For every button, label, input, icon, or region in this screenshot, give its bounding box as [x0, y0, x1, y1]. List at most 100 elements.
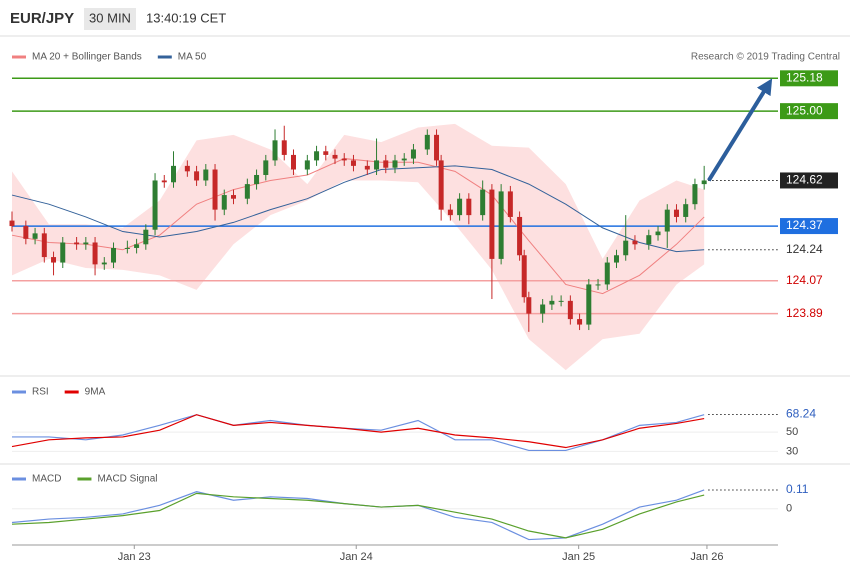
- candle-body: [549, 300, 555, 305]
- candle-body: [613, 255, 619, 263]
- interval-box: [84, 8, 136, 30]
- candle-body: [466, 198, 472, 216]
- level-label: 124.24: [786, 242, 823, 256]
- candle-body: [517, 216, 523, 256]
- candle-body: [314, 151, 320, 161]
- level-tag: [780, 103, 838, 120]
- candle-body: [577, 319, 583, 325]
- candle-body: [655, 231, 661, 236]
- legend-label: 9MA: [85, 387, 106, 398]
- candle-body: [526, 297, 532, 314]
- indicator-line: [11, 489, 705, 541]
- x-tick-label: Jan 24: [340, 551, 373, 563]
- candle-body: [646, 235, 652, 245]
- candle-body: [480, 189, 486, 216]
- candle-body: [332, 154, 338, 159]
- candle-body: [230, 195, 236, 199]
- candle-body: [683, 204, 689, 217]
- candle-body: [124, 247, 130, 249]
- symbol: EUR/JPY: [10, 10, 74, 27]
- candle-body: [101, 262, 107, 265]
- level-label: 124.07: [786, 273, 823, 287]
- candle-body: [23, 226, 29, 239]
- level-tag: [780, 70, 838, 87]
- candle-body: [32, 233, 38, 239]
- candle-body: [184, 165, 190, 172]
- candle-body: [203, 169, 209, 181]
- indicator-line: [11, 414, 705, 449]
- candle-body: [438, 160, 444, 210]
- candle-body: [383, 160, 389, 168]
- candle-body: [623, 240, 629, 256]
- legend-label: RSI: [32, 387, 49, 398]
- candle-body: [161, 180, 167, 183]
- legend-label: MA 20 + Bollinger Bands: [32, 52, 142, 63]
- candle-body: [290, 154, 296, 170]
- candle-body: [263, 160, 269, 175]
- level-label: 123.89: [786, 306, 823, 320]
- ma20-line: [11, 158, 705, 295]
- legend-label: MACD: [32, 474, 61, 485]
- candle-body: [692, 184, 698, 205]
- candle-body: [424, 134, 430, 150]
- candle-body: [364, 165, 370, 170]
- candle-body: [194, 171, 200, 181]
- candle-body: [83, 242, 89, 245]
- candle-body: [74, 242, 80, 245]
- legend-label: MACD Signal: [97, 474, 157, 485]
- candle-body: [51, 257, 57, 263]
- candle-body: [341, 158, 347, 161]
- candle-body: [92, 242, 98, 265]
- candle-body: [489, 189, 495, 259]
- candle-body: [701, 180, 707, 185]
- time: 13:40:19 CET: [146, 10, 226, 25]
- level-label: 124.37: [786, 218, 823, 232]
- candle-body: [673, 209, 679, 217]
- candle-body: [401, 158, 407, 161]
- y-tick-label: 0: [786, 503, 792, 515]
- candle-body: [567, 300, 573, 320]
- level-label: 124.62: [786, 173, 823, 187]
- candle-body: [664, 209, 670, 232]
- candle-body: [134, 244, 140, 248]
- candle-body: [558, 300, 564, 302]
- candle-body: [498, 191, 504, 259]
- x-tick-label: Jan 23: [118, 551, 151, 563]
- last-value-label: 68.24: [786, 407, 816, 421]
- x-tick-label: Jan 26: [690, 551, 723, 563]
- candle-body: [171, 165, 177, 183]
- candle-body: [540, 304, 546, 314]
- candle-body: [447, 209, 453, 216]
- candle-body: [111, 247, 117, 263]
- level-label: 125.00: [786, 103, 823, 117]
- candle-body: [521, 255, 527, 298]
- level-tag: [780, 218, 838, 235]
- candle-body: [586, 284, 592, 325]
- candle-body: [221, 195, 227, 210]
- candle-body: [350, 160, 356, 166]
- annotation: Research © 2019 Trading Central: [691, 52, 840, 63]
- level-label: 125.18: [786, 70, 823, 84]
- indicator-line: [11, 492, 705, 539]
- candle-body: [507, 191, 513, 217]
- candle-body: [272, 140, 278, 161]
- candle-body: [304, 160, 310, 170]
- candle-body: [632, 240, 638, 245]
- candle-body: [9, 220, 15, 227]
- candle-body: [281, 140, 287, 155]
- ma50-line: [11, 165, 705, 253]
- y-tick-label: 30: [786, 445, 798, 457]
- x-tick-label: Jan 25: [562, 551, 595, 563]
- legend-label: MA 50: [178, 52, 207, 63]
- candle-body: [254, 174, 260, 185]
- interval: 30 MIN: [89, 10, 131, 25]
- candle-body: [152, 180, 158, 230]
- forecast-arrow: [707, 78, 773, 182]
- candle-body: [374, 160, 380, 170]
- candle-body: [410, 149, 416, 159]
- candle-body: [434, 134, 440, 161]
- candle-body: [323, 151, 329, 155]
- candle-body: [604, 262, 610, 285]
- candle-body: [457, 198, 463, 216]
